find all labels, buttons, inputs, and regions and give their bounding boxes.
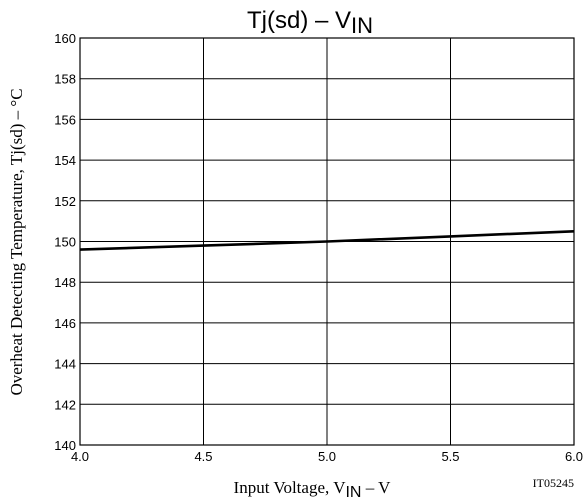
chart-title-subscript: IN <box>351 13 373 38</box>
y-tick-label: 154 <box>54 153 76 168</box>
y-tick-label: 144 <box>54 357 76 372</box>
x-tick-label: 6.0 <box>565 449 583 464</box>
x-axis-label: Input Voltage, VIN – V <box>234 478 392 501</box>
y-tick-label: 140 <box>54 438 76 453</box>
x-tick-label: 5.0 <box>318 449 336 464</box>
x-tick-label: 5.5 <box>441 449 459 464</box>
series-layer <box>79 230 575 251</box>
y-tick-label: 156 <box>54 112 76 127</box>
y-tick-label: 142 <box>54 397 76 412</box>
y-tick-label: 148 <box>54 275 76 290</box>
y-tick-label: 146 <box>54 316 76 331</box>
y-tick-label: 160 <box>54 31 76 46</box>
y-tick-label: 158 <box>54 72 76 87</box>
y-tick-label: 152 <box>54 194 76 209</box>
chart-title: Tj(sd) – VIN <box>247 7 373 38</box>
x-axis-label-main: Input Voltage, V <box>234 478 347 497</box>
y-axis-label: Overheat Detecting Temperature, Tj(sd) –… <box>7 88 26 395</box>
chart-title-main: Tj(sd) – V <box>247 7 351 34</box>
tick-labels: 4.0 4.5 5.0 5.5 6.0 140 142 144 146 148 150 152 154 1… <box>54 31 583 464</box>
series-line <box>79 230 575 251</box>
x-axis-label-suffix: – V <box>361 478 391 497</box>
figure-code: IT05245 <box>533 476 574 490</box>
y-tick-label: 150 <box>54 235 76 250</box>
x-tick-label: 4.5 <box>194 449 212 464</box>
x-tick-label: 4.0 <box>71 449 89 464</box>
x-axis-label-subscript: IN <box>345 484 361 501</box>
